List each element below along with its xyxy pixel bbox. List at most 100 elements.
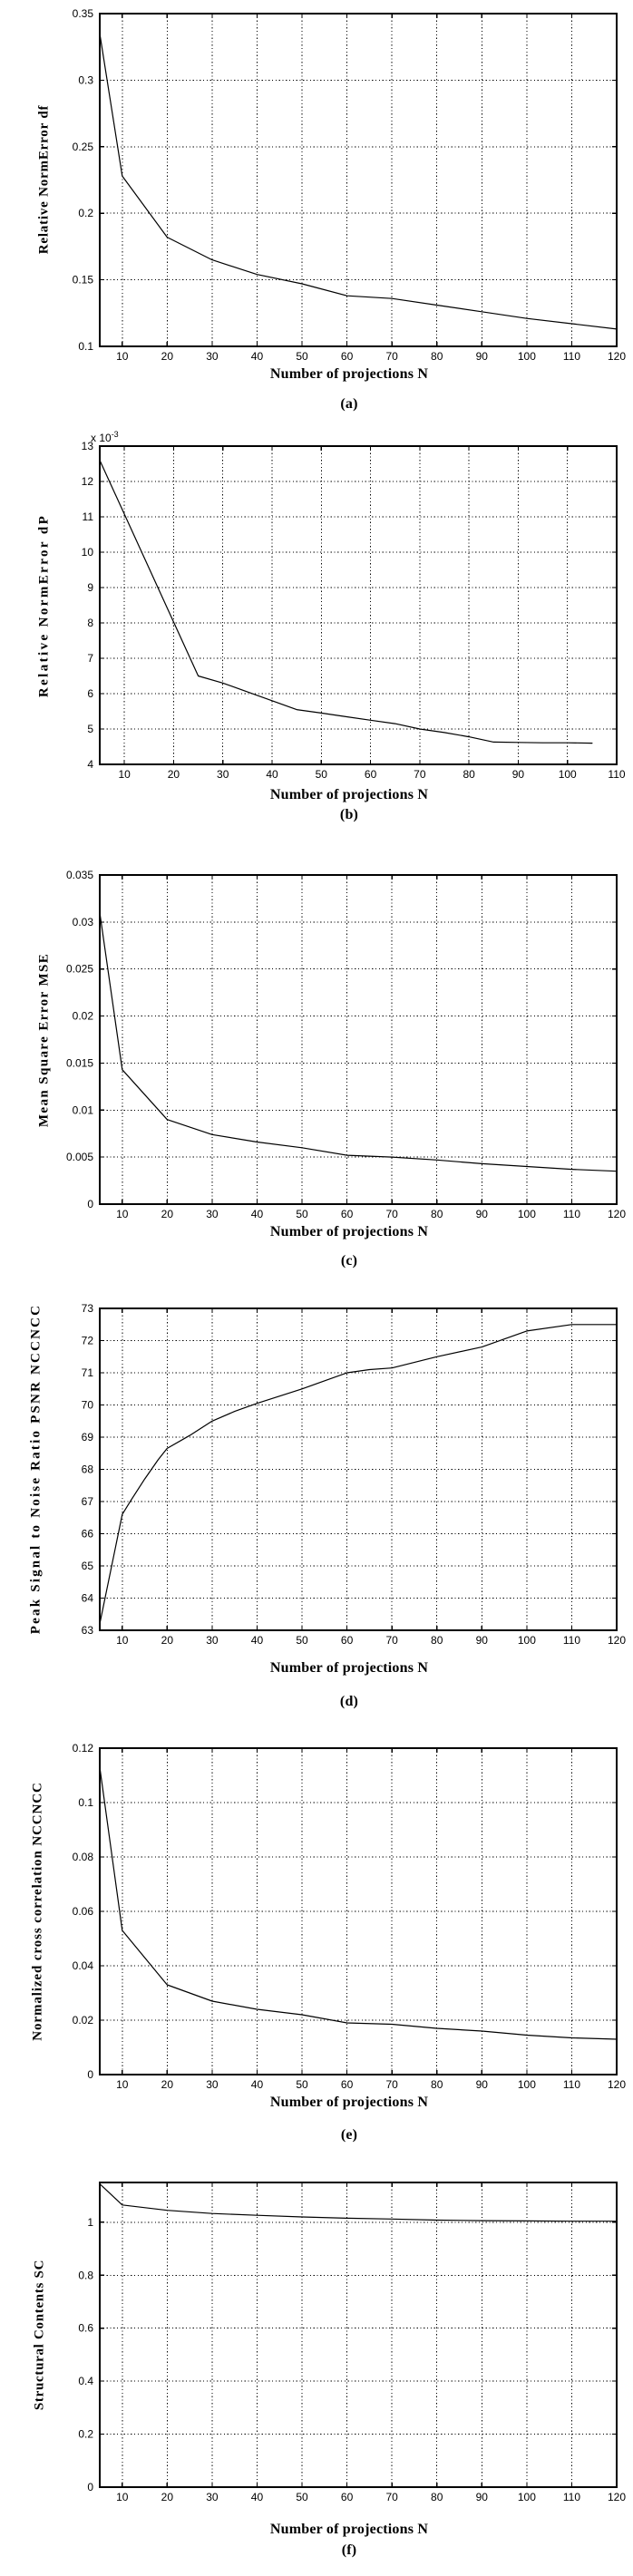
- x-tick-label: 70: [385, 2078, 398, 2091]
- figure-caption: (f): [341, 2542, 357, 2558]
- x-axis-title: Number of projections N: [269, 2095, 429, 2110]
- y-tick-label: 65: [82, 1560, 94, 1572]
- x-tick-label: 120: [608, 1208, 626, 1220]
- data-curve: [99, 33, 618, 330]
- multiplier-exponent: -3: [111, 430, 119, 439]
- axes-frame: [99, 445, 618, 765]
- y-tick-label: 0.3: [78, 73, 93, 86]
- y-tick-label: 0: [87, 1198, 93, 1210]
- x-tick-label: 10: [118, 768, 131, 781]
- y-axis-multiplier: x 10-3: [91, 430, 119, 444]
- y-axis-title: Peak Signal to Noise Ratio PSNR NCCNCC: [28, 1303, 44, 1635]
- y-tick-label: 67: [82, 1495, 94, 1508]
- x-tick-label: 70: [385, 1208, 398, 1220]
- x-tick-label: 40: [251, 2078, 264, 2091]
- x-tick-label: 110: [563, 350, 580, 363]
- x-tick-label: 90: [476, 1208, 489, 1220]
- x-axis-title: Number of projections N: [269, 1224, 429, 1239]
- y-tick-label: 0.6: [78, 2322, 93, 2335]
- figure-c: 10 20 30 40 50 60 70 80 90 100 110 120 0 0.005 0.01 0.0…: [0, 857, 633, 1288]
- y-tick-label: 8: [87, 617, 93, 629]
- x-tick-label: 60: [341, 1208, 354, 1220]
- x-tick-label: 110: [563, 2078, 580, 2091]
- x-tick-label: 20: [161, 2491, 174, 2503]
- x-tick-label: 50: [296, 350, 308, 363]
- y-tick-label: 71: [82, 1366, 94, 1379]
- x-tick-label: 80: [431, 2491, 443, 2503]
- x-tick-label: 80: [431, 2078, 443, 2091]
- y-tick-label: 0.15: [73, 274, 94, 287]
- y-tick-label: 1: [87, 2216, 93, 2229]
- y-tick-label: 4: [87, 758, 93, 771]
- x-tick-label: 50: [296, 1634, 308, 1647]
- y-tick-label: 0.25: [73, 141, 94, 153]
- x-tick-label: 90: [476, 2491, 489, 2503]
- x-tick-label: 80: [431, 1208, 443, 1220]
- figure-b: 10 20 30 40 50 60 70 80 90 100 110 4 5 6 7 8 9 10 11 12 13 x…: [0, 426, 633, 857]
- y-axis-title: Mean Square Error MSE: [36, 952, 52, 1128]
- x-tick-label: 10: [116, 2078, 129, 2091]
- data-curve: [99, 1324, 618, 1625]
- y-tick-label: 0.01: [73, 1103, 94, 1116]
- chart-f-canvas: 10 20 30 40 50 60 70 80 90 100 110 120 0 0.2 0.4 0.6 0.8…: [78, 2182, 626, 2503]
- x-tick-label: 20: [161, 1208, 174, 1220]
- x-tick-label: 120: [608, 350, 626, 363]
- x-tick-label: 100: [518, 2078, 536, 2091]
- x-tick-label: 70: [385, 1634, 398, 1647]
- x-tick-label: 70: [414, 768, 426, 781]
- x-tick-label: 20: [161, 350, 174, 363]
- chart-d-canvas: 10 20 30 40 50 60 70 80 90 100 110 120 63 64 65 66 67 68 6…: [82, 1302, 627, 1647]
- x-tick-label: 100: [518, 1208, 536, 1220]
- y-tick-label: 0.025: [66, 963, 93, 976]
- x-tick-label: 80: [463, 768, 475, 781]
- y-tick-label: 63: [82, 1624, 94, 1637]
- x-tick-label: 40: [251, 1634, 264, 1647]
- x-tick-label: 100: [518, 350, 536, 363]
- multiplier-base: x 10: [91, 432, 112, 444]
- y-tick-label: 0.4: [78, 2375, 93, 2387]
- figure-d: 10 20 30 40 50 60 70 80 90 100 110 120 63 64 65 66 67 68 6…: [0, 1288, 633, 1718]
- x-tick-label: 120: [608, 1634, 626, 1647]
- x-tick-label: 60: [365, 768, 377, 781]
- data-curve: [99, 459, 593, 744]
- y-tick-label: 0.02: [73, 1010, 94, 1023]
- y-tick-label: 0.06: [73, 1905, 94, 1918]
- x-tick-label: 60: [341, 350, 354, 363]
- y-tick-label: 73: [82, 1302, 94, 1315]
- figure-caption: (a): [340, 396, 358, 412]
- x-tick-label: 100: [559, 768, 577, 781]
- x-tick-label: 70: [385, 350, 398, 363]
- x-tick-label: 110: [608, 768, 625, 781]
- chart-a-canvas: 10 20 30 40 50 60 70 80 90 100 110 120 0.1 0.15 0.2 0.2…: [73, 7, 627, 363]
- x-tick-label: 90: [476, 2078, 489, 2091]
- figure-e: 10 20 30 40 50 60 70 80 90 100 110 120 0 0.02 0.04 0.06…: [0, 1718, 633, 2149]
- y-tick-label: 69: [82, 1431, 94, 1444]
- x-tick-label: 60: [341, 2491, 354, 2503]
- x-tick-label: 120: [608, 2078, 626, 2091]
- chart-b-canvas: 10 20 30 40 50 60 70 80 90 100 110 4 5 6 7 8 9 10 11 12 13: [82, 440, 626, 781]
- x-tick-label: 30: [206, 2078, 219, 2091]
- data-curve: [99, 1766, 618, 2040]
- x-tick-label: 40: [251, 2491, 264, 2503]
- y-tick-label: 0.12: [73, 1742, 94, 1755]
- figure-f: 10 20 30 40 50 60 70 80 90 100 110 120 0 0.2 0.4 0.6 0.8…: [0, 2149, 633, 2576]
- x-tick-label: 30: [206, 1634, 219, 1647]
- data-curve: [99, 911, 618, 1172]
- y-tick-label: 72: [82, 1335, 94, 1347]
- y-axis-title: Relative NormError dP: [36, 513, 52, 698]
- x-tick-label: 90: [512, 768, 525, 781]
- x-tick-label: 20: [168, 768, 180, 781]
- y-tick-label: 0.2: [78, 2428, 93, 2441]
- y-tick-label: 10: [82, 546, 94, 559]
- y-tick-label: 70: [82, 1399, 94, 1412]
- chart-e-canvas: 10 20 30 40 50 60 70 80 90 100 110 120 0 0.02 0.04 0.06…: [73, 1742, 627, 2091]
- y-tick-label: 0.35: [73, 7, 94, 20]
- axes-frame: [99, 2182, 618, 2488]
- x-tick-label: 50: [296, 2491, 308, 2503]
- data-curve: [99, 2182, 618, 2222]
- x-axis-title: Number of projections N: [269, 366, 429, 382]
- x-tick-label: 30: [206, 1208, 219, 1220]
- chart-c-canvas: 10 20 30 40 50 60 70 80 90 100 110 120 0 0.005 0.01 0.0…: [66, 869, 626, 1220]
- y-tick-label: 0.08: [73, 1851, 94, 1863]
